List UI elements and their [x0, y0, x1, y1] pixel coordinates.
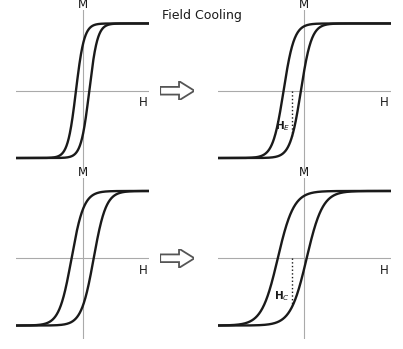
Text: H$_C$: H$_C$ — [274, 290, 290, 303]
Text: M: M — [77, 166, 88, 179]
Text: H: H — [139, 263, 147, 277]
Polygon shape — [160, 248, 195, 268]
Polygon shape — [160, 81, 195, 101]
Text: H$_E$: H$_E$ — [275, 119, 290, 133]
Text: H: H — [139, 96, 147, 109]
Text: M: M — [299, 0, 310, 11]
Text: H: H — [380, 263, 388, 277]
Text: M: M — [77, 0, 88, 11]
Text: Field Cooling: Field Cooling — [162, 9, 241, 22]
Text: H: H — [380, 96, 388, 109]
Text: M: M — [299, 166, 310, 179]
